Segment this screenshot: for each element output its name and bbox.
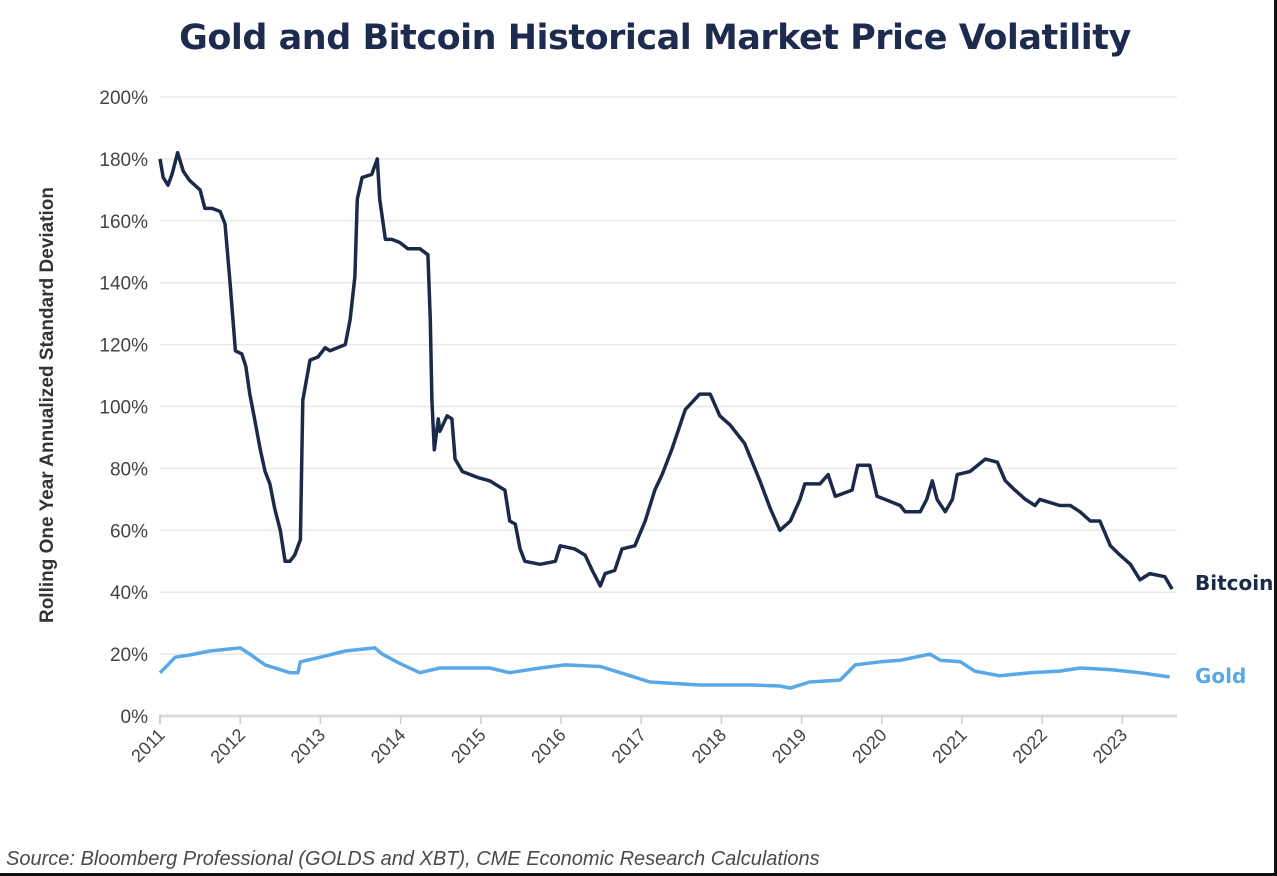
- y-tick-label: 180%: [99, 150, 148, 171]
- x-tick-label: 2011: [127, 725, 169, 767]
- y-tick-label: 20%: [110, 645, 148, 666]
- y-tick-label: 120%: [99, 336, 148, 357]
- x-tick-label: 2020: [848, 725, 890, 767]
- frame-border-bottom: [0, 873, 1277, 876]
- x-tick-label: 2016: [527, 725, 569, 767]
- y-tick-label: 80%: [110, 459, 148, 480]
- x-tick-label: 2019: [768, 725, 810, 767]
- y-tick-label: 100%: [99, 398, 148, 419]
- x-tick-label: 2018: [688, 725, 730, 767]
- x-tick-label: 2021: [928, 725, 970, 767]
- y-tick-label: 60%: [110, 521, 148, 542]
- x-tick-label: 2014: [367, 725, 409, 767]
- series-label-gold: Gold: [1195, 664, 1246, 688]
- series-line-bitcoin: [158, 150, 1174, 590]
- series-line-gold: [158, 646, 1170, 690]
- chart-title: Gold and Bitcoin Historical Market Price…: [179, 18, 1131, 58]
- x-tick-label: 2022: [1009, 725, 1051, 767]
- series-label-bitcoin: Bitcoin: [1195, 571, 1273, 595]
- x-tick-label: 2015: [447, 725, 489, 767]
- y-tick-label: 140%: [99, 274, 148, 295]
- y-tick-label: 40%: [110, 583, 148, 604]
- x-tick-label: 2012: [207, 725, 249, 767]
- x-tick-label: 2023: [1089, 725, 1131, 767]
- x-tick-label: 2017: [608, 725, 650, 767]
- source-note: Source: Bloomberg Professional (GOLDS an…: [6, 848, 820, 870]
- y-tick-label: 0%: [121, 707, 149, 728]
- y-tick-label: 160%: [99, 212, 148, 233]
- frame-border: [1274, 0, 1277, 876]
- x-tick-label: 2013: [287, 725, 329, 767]
- y-tick-label: 200%: [99, 88, 148, 109]
